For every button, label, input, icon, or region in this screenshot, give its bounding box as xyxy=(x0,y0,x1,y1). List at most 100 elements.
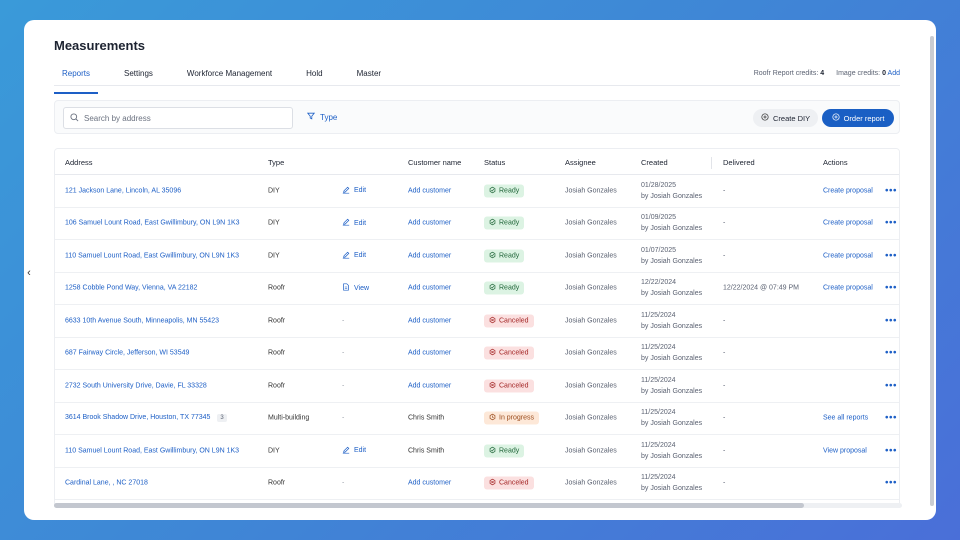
type-filter-button[interactable]: Type xyxy=(306,112,337,122)
add-customer-link[interactable]: Add customer xyxy=(408,187,452,195)
add-customer-link[interactable]: Add customer xyxy=(408,317,452,325)
search-input[interactable] xyxy=(84,113,284,123)
report-type: Roofr xyxy=(268,317,286,325)
more-options-icon[interactable]: ••• xyxy=(885,217,898,229)
address-link[interactable]: 3614 Brook Shadow Drive, Houston, TX 773… xyxy=(65,414,227,423)
address-text: Cardinal Lane, , NC 27018 xyxy=(65,479,148,487)
column-header-customer[interactable]: Customer name xyxy=(408,158,462,167)
plus-circle-icon xyxy=(832,113,840,123)
more-options-icon[interactable]: ••• xyxy=(885,185,898,197)
address-link[interactable]: 6633 10th Avenue South, Minneapolis, MN … xyxy=(65,317,219,324)
more-options-icon[interactable]: ••• xyxy=(885,380,898,392)
building-count-badge: 3 xyxy=(217,414,227,423)
tab-master[interactable]: Master xyxy=(356,69,382,78)
status-badge-canceled: Canceled xyxy=(484,476,534,490)
edit-icon xyxy=(342,186,350,196)
status-label: Ready xyxy=(499,187,520,195)
column-header-assignee[interactable]: Assignee xyxy=(565,158,596,167)
row-action-link[interactable]: See all reports xyxy=(823,414,869,422)
address-link[interactable]: 2732 South University Drive, Davie, FL 3… xyxy=(65,382,207,389)
empty-link-placeholder: - xyxy=(342,414,345,422)
view-report-link[interactable]: View xyxy=(342,283,369,293)
column-header-address[interactable]: Address xyxy=(65,158,93,167)
address-link[interactable]: 110 Samuel Lount Road, East Gwillimbury,… xyxy=(65,252,239,259)
more-options-icon[interactable]: ••• xyxy=(885,412,898,424)
created-date: 12/22/2024 xyxy=(641,279,677,287)
add-customer-link[interactable]: Add customer xyxy=(408,219,452,227)
column-header-status[interactable]: Status xyxy=(484,158,506,167)
add-customer-link[interactable]: Add customer xyxy=(408,284,452,292)
empty-link-placeholder: - xyxy=(342,317,345,325)
table-row[interactable]: 121 Jackson Lane, Lincoln, AL 35096 DIY Ed… xyxy=(55,175,899,208)
table-header: Address Type Customer name Status Assign… xyxy=(55,149,899,175)
table-row[interactable]: 3614 Brook Shadow Drive, Houston, TX 773… xyxy=(55,402,899,435)
delivered-date: - xyxy=(723,382,726,390)
more-options-icon[interactable]: ••• xyxy=(885,282,898,294)
report-credits-value: 4 xyxy=(820,70,825,77)
tab-settings[interactable]: Settings xyxy=(124,69,153,78)
table-row[interactable]: Cardinal Lane, , NC 27018 Roofr - Add custo… xyxy=(55,467,899,500)
column-header-delivered[interactable]: Delivered xyxy=(723,158,755,167)
add-credits-link[interactable]: Add xyxy=(887,70,900,77)
horizontal-scrollbar-thumb[interactable] xyxy=(54,503,804,508)
edit-report-link[interactable]: Edit xyxy=(342,218,366,228)
more-options-icon[interactable]: ••• xyxy=(885,445,898,457)
more-options-icon[interactable]: ••• xyxy=(885,250,898,262)
tab-reports[interactable]: Reports xyxy=(54,64,99,94)
created-by: by Josiah Gonzales xyxy=(641,225,703,233)
empty-link-placeholder: - xyxy=(342,382,345,390)
more-options-icon[interactable]: ••• xyxy=(885,315,898,327)
address-text: 1258 Cobble Pond Way, Vienna, VA 22182 xyxy=(65,284,198,292)
column-header-type[interactable]: Type xyxy=(268,158,285,167)
address-text: 121 Jackson Lane, Lincoln, AL 35096 xyxy=(65,187,182,195)
table-row[interactable]: 110 Samuel Lount Road, East Gwillimbury,… xyxy=(55,240,899,273)
column-header-created[interactable]: Created xyxy=(641,158,668,167)
column-header-actions: Actions xyxy=(823,158,848,167)
edit-report-link[interactable]: Edit xyxy=(342,251,366,261)
add-customer-link[interactable]: Add customer xyxy=(408,382,452,390)
created-by: by Josiah Gonzales xyxy=(641,387,703,395)
created-by: by Josiah Gonzales xyxy=(641,257,703,265)
more-options-icon[interactable]: ••• xyxy=(885,347,898,359)
create-diy-button[interactable]: Create DIY xyxy=(753,109,819,127)
empty-link-placeholder: - xyxy=(342,479,345,487)
row-action-link[interactable]: Create proposal xyxy=(823,219,873,227)
edit-report-link[interactable]: Edit xyxy=(342,186,366,196)
tab-hold[interactable]: Hold xyxy=(306,69,323,78)
horizontal-scrollbar[interactable] xyxy=(54,503,902,508)
created-date: 01/28/2025 xyxy=(641,181,677,189)
address-link[interactable]: 121 Jackson Lane, Lincoln, AL 35096 xyxy=(65,187,181,194)
status-icon xyxy=(489,414,496,423)
vertical-scrollbar[interactable] xyxy=(930,36,934,506)
more-options-icon[interactable]: ••• xyxy=(885,477,898,489)
edit-report-link[interactable]: Edit xyxy=(342,446,366,456)
address-link[interactable]: 687 Fairway Circle, Jefferson, WI 53549 xyxy=(65,350,189,357)
row-action-link[interactable]: Create proposal xyxy=(823,252,873,260)
table-row[interactable]: 687 Fairway Circle, Jefferson, WI 53549 R… xyxy=(55,337,899,370)
link-label: Edit xyxy=(354,252,367,260)
add-customer-link[interactable]: Add customer xyxy=(408,349,452,357)
report-type: Roofr xyxy=(268,479,286,487)
address-link[interactable]: 110 Samuel Lount Road, East Gwillimbury,… xyxy=(65,447,239,454)
status-label: Canceled xyxy=(499,317,529,325)
order-report-label: Order report xyxy=(843,113,885,123)
table-row[interactable]: 1258 Cobble Pond Way, Vienna, VA 22182 Ro… xyxy=(55,272,899,305)
add-customer-link[interactable]: Add customer xyxy=(408,252,452,260)
table-row[interactable]: 106 Samuel Lount Road, East Gwillimbury,… xyxy=(55,207,899,240)
address-link[interactable]: Cardinal Lane, , NC 27018 xyxy=(65,480,148,487)
delivered-date: - xyxy=(723,187,726,195)
address-link[interactable]: 106 Samuel Lount Road, East Gwillimbury,… xyxy=(65,220,240,227)
created-date: 01/09/2025 xyxy=(641,214,677,222)
table-row[interactable]: 110 Samuel Lount Road, East Gwillimbury,… xyxy=(55,435,899,468)
status-label: Canceled xyxy=(499,349,529,357)
tab-workforce-management[interactable]: Workforce Management xyxy=(186,69,273,78)
add-customer-link[interactable]: Add customer xyxy=(408,479,452,487)
address-link[interactable]: 1258 Cobble Pond Way, Vienna, VA 22182 xyxy=(65,285,197,292)
chevron-left-icon[interactable]: ‹ xyxy=(24,262,34,284)
row-action-link[interactable]: Create proposal xyxy=(823,284,873,292)
order-report-button[interactable]: Order report xyxy=(822,109,894,127)
row-action-link[interactable]: View proposal xyxy=(823,447,867,455)
table-row[interactable]: 2732 South University Drive, Davie, FL 3… xyxy=(55,370,899,403)
row-action-link[interactable]: Create proposal xyxy=(823,187,873,195)
table-row[interactable]: 6633 10th Avenue South, Minneapolis, MN … xyxy=(55,305,899,338)
